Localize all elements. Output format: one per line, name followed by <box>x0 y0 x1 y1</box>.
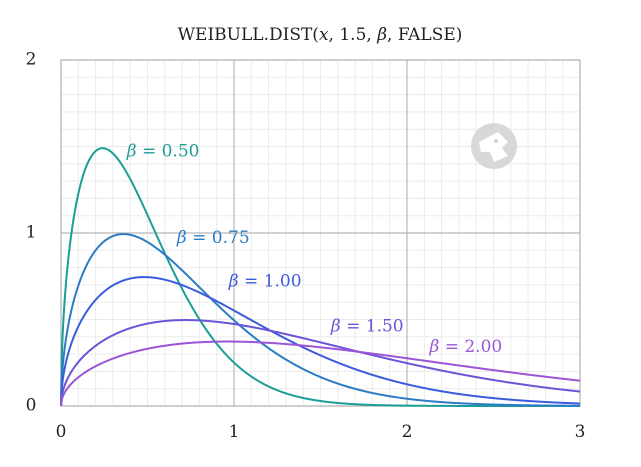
y-tick-label: 0 <box>26 396 37 416</box>
series-label-symbol: β <box>228 271 244 291</box>
series-line-3 <box>60 319 581 407</box>
series-label-value: = 1.50 <box>346 316 404 336</box>
series-line-0 <box>60 147 581 407</box>
series-label-symbol: β <box>330 316 346 336</box>
title-args: , 1.5, <box>329 25 378 45</box>
series-label-symbol: β <box>428 337 444 357</box>
series-line-2 <box>60 276 581 407</box>
series-label-value: = 1.00 <box>244 271 302 291</box>
series-label-symbol: β <box>126 141 142 161</box>
series-label-value: = 0.75 <box>192 228 250 248</box>
x-tick-label: 2 <box>402 422 413 442</box>
title-end: , FALSE) <box>387 25 462 45</box>
series-labels: β = 0.50β = 0.75β = 1.00β = 1.50β = 2.00 <box>126 141 502 356</box>
x-tick-label: 1 <box>229 422 240 442</box>
tick-labels: 0 1 2 3 0 1 2 <box>26 50 586 443</box>
series-label-value: = 0.50 <box>142 141 200 161</box>
series-label-symbol: β <box>176 228 192 248</box>
x-tick-label: 0 <box>56 422 67 442</box>
y-tick-label: 1 <box>26 223 37 243</box>
series-group <box>60 147 581 407</box>
series-label-value: = 2.00 <box>445 337 503 357</box>
series-line-4 <box>60 340 581 407</box>
watermark-logo-icon <box>471 123 517 169</box>
chart-title: WEIBULL.DIST(x, 1.5, β, FALSE) <box>178 25 463 45</box>
title-function: WEIBULL.DIST( <box>178 25 319 45</box>
series-line-1 <box>60 233 581 407</box>
plot-frame <box>60 59 581 407</box>
series-label-1: β = 0.75 <box>176 228 250 248</box>
title-beta: β <box>376 25 387 45</box>
series-label-4: β = 2.00 <box>428 337 502 357</box>
title-variable: x <box>319 25 329 45</box>
x-tick-label: 3 <box>575 422 586 442</box>
series-label-0: β = 0.50 <box>126 141 200 161</box>
y-tick-label: 2 <box>26 50 37 70</box>
series-label-3: β = 1.50 <box>330 316 404 336</box>
series-label-2: β = 1.00 <box>228 271 302 291</box>
